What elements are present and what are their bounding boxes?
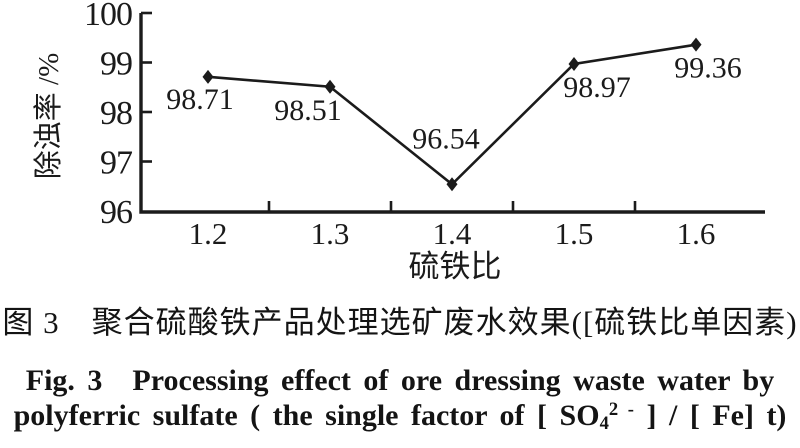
data-point-label: 98.71 bbox=[166, 83, 234, 116]
y-tick-label: 97 bbox=[100, 145, 133, 182]
axes bbox=[139, 13, 765, 214]
x-tick-label: 1.5 bbox=[555, 216, 594, 251]
x-tick-label: 1.6 bbox=[677, 216, 716, 251]
data-point-label: 96.54 bbox=[412, 122, 480, 155]
data-point-marker bbox=[202, 69, 214, 84]
formula-superscript: 2 - bbox=[608, 399, 634, 420]
caption-english-line1: Fig. 3 Processing effect of ore dressing… bbox=[25, 364, 775, 397]
data-point-marker bbox=[690, 37, 702, 52]
caption-formula-suffix: ] / [ Fe] t) bbox=[634, 399, 787, 433]
x-tick-label: 1.4 bbox=[433, 216, 472, 251]
data-point-marker bbox=[568, 56, 580, 71]
caption-english-line2: polyferric sulfate ( the single factor o… bbox=[0, 399, 800, 435]
formula-subscript: 4 bbox=[599, 412, 609, 434]
x-tick-label: 1.3 bbox=[311, 216, 350, 251]
x-axis-title: 硫铁比 bbox=[409, 249, 502, 284]
x-tick-label: 1.2 bbox=[189, 216, 228, 251]
y-tick-label: 100 bbox=[84, 0, 132, 33]
y-tick-label: 99 bbox=[100, 46, 132, 83]
caption-formula-prefix: polyferric sulfate ( the single factor o… bbox=[13, 399, 600, 433]
y-axis-title: 除浊率 /% bbox=[32, 53, 65, 179]
line-chart: 96 97 98 99 100 1.2 1.3 1.4 1.5 1.6 硫铁比 除浊率 /% 98.71… bbox=[32, 0, 765, 284]
caption-chinese: 图 3 聚合硫酸铁产品处理选矿废水效果([硫铁比单因素) bbox=[2, 305, 798, 340]
data-point-marker bbox=[446, 177, 458, 192]
data-point-marker bbox=[324, 79, 336, 94]
data-point-label: 98.51 bbox=[274, 94, 342, 127]
y-tick-label: 96 bbox=[100, 194, 132, 231]
data-point-label: 98.97 bbox=[563, 71, 631, 104]
data-point-label: 99.36 bbox=[674, 52, 742, 85]
y-tick-label: 98 bbox=[100, 95, 132, 132]
